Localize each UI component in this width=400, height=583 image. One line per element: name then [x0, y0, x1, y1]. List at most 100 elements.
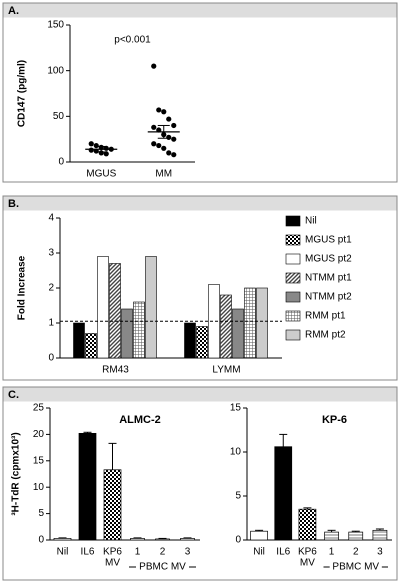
data-point [166, 134, 172, 140]
x-tick-label: 3 [185, 547, 191, 558]
bar [208, 284, 220, 359]
y-tick-label: 2 [48, 283, 54, 294]
x-tick-label: Nil [253, 547, 265, 558]
y-tick-label: 150 [47, 20, 64, 31]
data-point [166, 116, 172, 122]
bar [232, 308, 244, 359]
data-point [151, 141, 157, 147]
y-axis-label: CD147 (pg/ml) [17, 60, 28, 127]
bar [220, 294, 232, 359]
panel-header [3, 3, 397, 18]
x-tick-label: IL6 [81, 547, 95, 558]
x-tick-label: 2 [353, 547, 359, 558]
x-tick-label: IL6 [276, 547, 290, 558]
bar [196, 326, 208, 359]
x-tick-label: 2 [160, 547, 166, 558]
data-point [88, 147, 94, 153]
bar [184, 322, 196, 359]
x-tick-label: 1 [135, 547, 141, 558]
data-point [103, 151, 109, 157]
bar [78, 432, 97, 541]
y-tick-label: 0 [58, 157, 64, 168]
y-tick-label: 15 [230, 403, 242, 414]
bar [348, 531, 364, 541]
y-tick-label: 0 [235, 535, 241, 546]
data-point [171, 122, 177, 129]
panel-header [3, 196, 397, 211]
group-label: PBMC MV [332, 562, 379, 573]
legend-label: RMM pt2 [305, 330, 346, 341]
y-tick-label: 15 [33, 455, 45, 466]
panel-c [2, 386, 398, 581]
legend-swatch [285, 291, 301, 303]
data-point [88, 141, 94, 147]
legend-label: MGUS pt2 [305, 254, 352, 265]
y-tick-label: 4 [48, 213, 54, 224]
y-tick-label: 5 [38, 508, 44, 519]
x-tick-label: MM [155, 169, 172, 180]
legend-swatch [285, 215, 301, 227]
bar [133, 301, 145, 359]
legend-swatch [285, 310, 301, 322]
x-tick-label: KP6 [103, 547, 122, 558]
data-point [151, 124, 157, 130]
bar [109, 263, 121, 359]
x-tick-label: MV [105, 558, 120, 569]
data-point [151, 63, 157, 69]
panel-a [2, 2, 398, 183]
chart-title: ALMC-2 [119, 414, 161, 426]
bar [130, 538, 145, 541]
bar [145, 256, 157, 359]
x-tick-label: 3 [377, 547, 383, 558]
bar [324, 531, 339, 541]
data-point [161, 109, 167, 115]
bar [372, 529, 388, 541]
y-axis-label: ³H-TdR (cpmx10³) [11, 432, 22, 515]
panel-label: B. [8, 198, 19, 210]
legend-swatch [285, 329, 301, 341]
bar [85, 333, 97, 359]
bar [121, 308, 133, 359]
data-point [166, 150, 172, 156]
data-point [156, 142, 162, 149]
data-point [93, 142, 99, 149]
bar [250, 530, 268, 541]
panel-label: C. [8, 389, 19, 401]
legend-label: NTMM pt1 [305, 273, 352, 284]
panel-header [3, 387, 397, 402]
bar [274, 446, 293, 541]
x-tick-label: 1 [329, 547, 335, 558]
legend-swatch [285, 234, 301, 246]
bar [155, 538, 170, 541]
y-tick-label: 100 [47, 65, 64, 76]
legend-label: Nil [305, 216, 317, 227]
y-tick-label: 20 [33, 429, 45, 440]
y-tick-label: 10 [230, 447, 242, 458]
legend-label: MGUS pt1 [305, 235, 352, 246]
bar [244, 287, 256, 359]
x-tick-label: MGUS [86, 169, 116, 180]
legend-label: NTMM pt2 [305, 292, 352, 303]
y-tick-label: 1 [48, 318, 54, 329]
chart-title: KP-6 [322, 414, 347, 426]
data-point [161, 145, 167, 151]
bar [180, 538, 195, 541]
x-tick-label: KP6 [298, 547, 317, 558]
legend-swatch [285, 253, 301, 265]
annotation: p<0.001 [114, 35, 151, 46]
y-tick-label: 5 [235, 491, 241, 502]
y-tick-label: 50 [53, 111, 65, 122]
bar [256, 287, 268, 359]
bar [53, 538, 72, 541]
y-tick-label: 25 [33, 403, 45, 414]
x-tick-label: Nil [57, 547, 69, 558]
x-tick-label: LYMM [212, 365, 240, 376]
panel-label: A. [8, 5, 19, 17]
data-point [171, 152, 177, 158]
x-tick-label: RM43 [102, 365, 129, 376]
bar [97, 256, 109, 359]
legend-swatch [285, 272, 301, 284]
bar [298, 508, 317, 541]
y-tick-label: 0 [38, 535, 44, 546]
